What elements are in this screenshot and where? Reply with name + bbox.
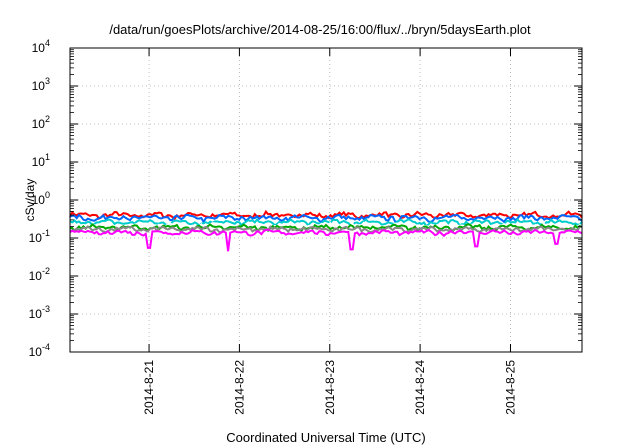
x-tick-label: 2014-8-22 <box>232 360 246 415</box>
y-tick-label: 10-3 <box>29 304 50 321</box>
x-axis-label: Coordinated Universal Time (UTC) <box>226 430 426 445</box>
y-tick-label: 104 <box>32 38 50 55</box>
series-layer <box>69 209 583 252</box>
series-line <box>69 225 583 234</box>
y-tick-label: 101 <box>32 152 50 169</box>
series-line <box>69 228 583 252</box>
y-tick-label: 100 <box>32 190 50 207</box>
tick-layer: 10-4 10-3 10-2 10-1 100 101 102 103 104 2014-8-21… <box>29 38 582 415</box>
grid-layer <box>70 48 582 352</box>
series-line <box>69 217 583 228</box>
y-axis-label: cSv/day <box>23 179 37 222</box>
x-tick-label: 2014-8-23 <box>323 360 337 415</box>
y-tick-label: 10-1 <box>29 228 50 245</box>
series-line <box>69 209 583 221</box>
y-tick-label: 103 <box>32 76 50 93</box>
y-tick-label: 102 <box>32 114 50 131</box>
x-tick-label: 2014-8-25 <box>503 360 517 415</box>
x-tick-label: 2014-8-24 <box>413 360 427 415</box>
chart-title: /data/run/goesPlots/archive/2014-08-25/1… <box>109 22 531 37</box>
series-line <box>69 213 583 224</box>
y-tick-label: 10-4 <box>29 342 50 359</box>
y-tick-label: 10-2 <box>29 266 50 283</box>
x-tick-label: 2014-8-21 <box>142 360 156 415</box>
